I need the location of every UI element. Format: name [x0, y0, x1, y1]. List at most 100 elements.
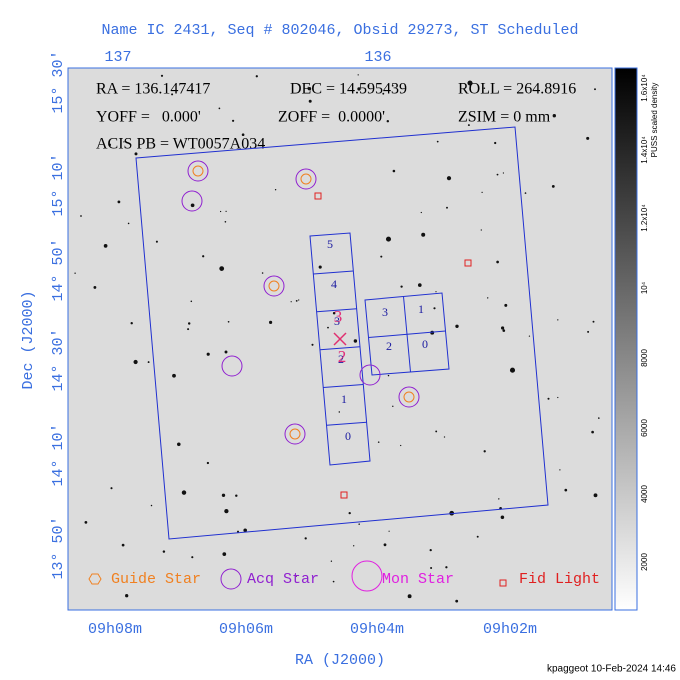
chip-label: 1: [341, 392, 347, 406]
star: [134, 152, 138, 156]
star: [130, 322, 133, 325]
star: [338, 411, 341, 413]
star: [502, 172, 505, 174]
top-tick-label: 137: [104, 49, 131, 66]
star: [103, 244, 108, 248]
star: [564, 488, 568, 492]
star: [235, 494, 238, 497]
star: [357, 74, 359, 76]
star: [348, 511, 351, 515]
star: [307, 87, 312, 91]
star: [587, 330, 590, 333]
star: [467, 80, 473, 86]
header-text: ACIS PB = WT0057A034: [96, 136, 265, 153]
chip-label: 1: [418, 302, 424, 316]
chip-label: 2: [338, 352, 344, 366]
star: [386, 119, 390, 123]
star: [557, 319, 559, 321]
x-axis-label: RA (J2000): [295, 652, 385, 669]
chip-label: 3: [334, 314, 340, 328]
star: [443, 436, 446, 438]
star: [222, 552, 227, 556]
star: [255, 75, 258, 78]
star: [367, 85, 370, 87]
star: [387, 374, 390, 377]
dec-tick-label: 14° 30': [50, 328, 67, 391]
star: [80, 215, 82, 217]
star: [274, 189, 277, 191]
star: [172, 373, 176, 378]
star: [330, 560, 333, 562]
star: [219, 266, 225, 271]
footer: kpaggeot 10-Feb-2024 14:46: [547, 664, 676, 675]
chip-label: 2: [386, 339, 392, 353]
star: [476, 535, 479, 538]
stars: [74, 74, 600, 603]
aimpoint-label: 2: [338, 347, 347, 366]
star: [557, 396, 559, 399]
ra-tick-label: 09h04m: [350, 621, 404, 638]
star: [592, 320, 595, 323]
star: [382, 92, 385, 95]
star: [206, 461, 210, 465]
star: [498, 498, 500, 500]
colorbar-tick-label: 1.2x10⁴: [640, 204, 649, 232]
star: [221, 493, 226, 497]
star: [219, 210, 222, 213]
star: [110, 487, 113, 490]
star: [455, 324, 459, 328]
star: [160, 74, 164, 77]
star: [202, 255, 205, 258]
star: [357, 87, 361, 91]
star: [480, 229, 482, 231]
star: [455, 599, 459, 603]
colorbar-labels: 2000 4000 6000 8000 10⁴ 1.2x10⁴ 1.4x10⁴ …: [640, 74, 659, 571]
star: [290, 301, 292, 303]
dec-tick-label: 14° 10': [50, 423, 67, 486]
header-text: DEC = 14.595439: [290, 81, 407, 98]
star: [227, 320, 230, 323]
star: [500, 515, 505, 520]
star: [93, 285, 97, 289]
header: RA = 136.147417 DEC = 14.595439 ROLL = 2…: [96, 81, 576, 153]
star: [547, 397, 550, 400]
bottom-axis: 09h08m 09h06m 09h04m 09h02m RA (J2000): [88, 621, 537, 669]
chip-labels: 5 4 3 2 1 0 3 1 2 0: [327, 237, 428, 443]
aimpoint-label: 3: [334, 307, 343, 326]
star: [191, 556, 194, 559]
star: [123, 141, 125, 143]
star: [501, 326, 505, 330]
star: [433, 307, 436, 310]
star: [224, 508, 229, 514]
star: [332, 311, 336, 315]
star: [502, 329, 506, 332]
star: [353, 545, 355, 547]
star: [269, 320, 273, 324]
star: [446, 176, 452, 181]
header-text: YOFF = 0.000': [96, 109, 201, 126]
star: [206, 142, 208, 144]
colorbar-tick-label: 6000: [640, 419, 649, 437]
dec-tick-label: 14° 50': [50, 238, 67, 301]
colorbar-tick-label: 1.4x10⁴: [640, 136, 649, 164]
star: [147, 361, 150, 364]
colorbar-tick-label: 4000: [640, 485, 649, 503]
chip-label: 3: [382, 305, 388, 319]
star: [436, 140, 439, 143]
star: [308, 99, 312, 103]
star: [392, 169, 396, 173]
star: [190, 203, 195, 208]
star: [177, 442, 181, 447]
star: [435, 291, 437, 293]
star: [218, 107, 221, 110]
star: [181, 490, 187, 495]
title: Name IC 2431, Seq # 802046, Obsid 29273,…: [101, 22, 578, 39]
header-text: ROLL = 264.8916: [458, 81, 576, 98]
star: [481, 191, 483, 194]
star: [206, 352, 210, 356]
star: [420, 211, 422, 214]
colorbar: [614, 67, 638, 611]
star: [392, 405, 394, 408]
star: [133, 359, 138, 365]
star: [224, 221, 227, 223]
